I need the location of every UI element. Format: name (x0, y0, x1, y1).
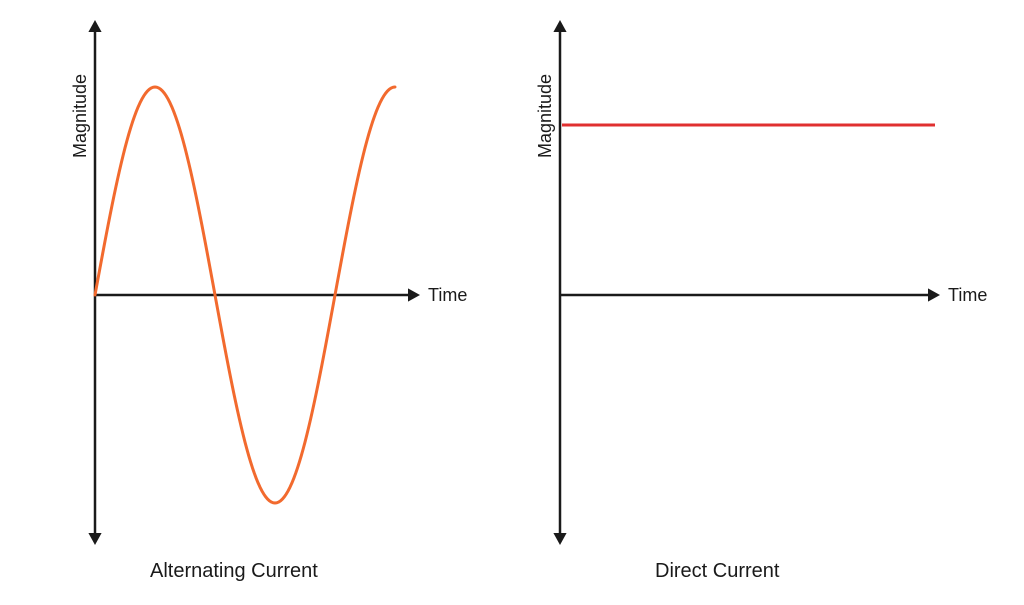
chart-canvas: Magnitude Time Alternating Current Magni… (0, 0, 1024, 605)
plot-svg (0, 0, 1024, 605)
